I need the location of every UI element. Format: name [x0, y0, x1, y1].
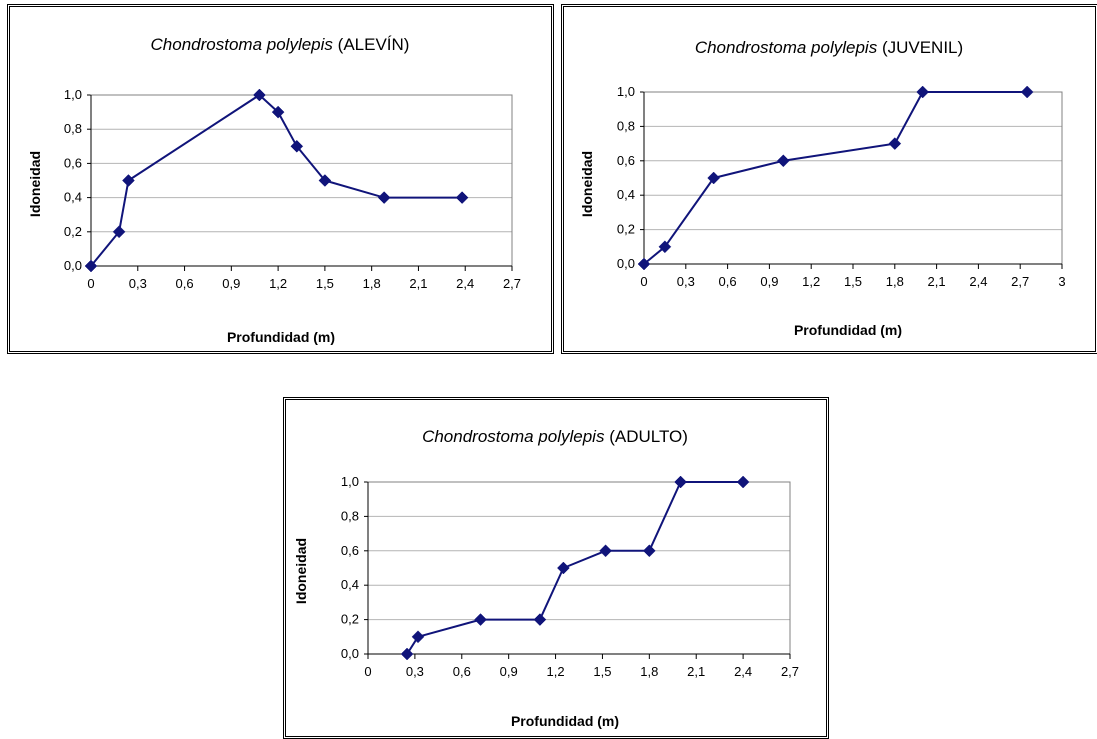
- series-line: [643, 91, 1028, 265]
- x-tick-label: 2,4: [734, 664, 752, 679]
- x-tick-label: 0,6: [453, 664, 471, 679]
- y-tick-label: 0,0: [617, 256, 635, 271]
- x-tick-label: 2,7: [1011, 274, 1029, 289]
- x-tick-label: 1,8: [363, 276, 381, 291]
- chart-alevin: Chondrostoma polylepis (ALEVÍN) Profundi…: [27, 35, 521, 345]
- data-point-marker: [455, 191, 469, 204]
- data-point-marker: [533, 613, 547, 626]
- x-tick-label: 2,7: [503, 276, 521, 291]
- y-tick-label: 0,6: [617, 153, 635, 168]
- x-tick-label: 2,1: [928, 274, 946, 289]
- x-tick-label: 0: [640, 274, 647, 289]
- data-point-marker: [112, 225, 126, 239]
- x-tick-label: 0,9: [500, 664, 518, 679]
- x-tick-label: 1,5: [844, 274, 862, 289]
- x-tick-label: 1,2: [269, 276, 287, 291]
- x-tick-label: 1,2: [802, 274, 820, 289]
- x-tick-label: 0,3: [406, 664, 424, 679]
- x-tick-label: 0: [87, 276, 94, 291]
- chart-juvenil: Chondrostoma polylepis (JUVENIL) Profund…: [579, 38, 1066, 338]
- x-tick-label: 0,9: [760, 274, 778, 289]
- y-tick-label: 1,0: [617, 84, 635, 99]
- x-tick-label: 0,6: [176, 276, 194, 291]
- data-point-marker: [253, 88, 266, 102]
- x-axis-label: Profundidad (m): [511, 713, 619, 729]
- plot-area: 0,0 0,2 0,4 0,6 0,8 1,0 0 0,3 0,6 0,9 1,2 1,5 1,8 2,1…: [341, 474, 799, 679]
- x-tick-label: 0,6: [719, 274, 737, 289]
- data-point-marker: [707, 171, 721, 185]
- y-tick-label: 0,2: [341, 612, 359, 627]
- data-point-marker: [84, 259, 98, 273]
- y-tick-label: 0,0: [341, 646, 359, 661]
- plot-frame: [90, 94, 513, 267]
- x-tick-label: 2,1: [409, 276, 427, 291]
- plot-area: 0,0 0,2 0,4 0,6 0,8 1,0 0 0,3 0,6 0,9 1,2 1,5 1,8 2,1…: [617, 84, 1066, 289]
- y-axis-label: Idoneidad: [27, 151, 43, 217]
- data-point-marker: [271, 105, 285, 119]
- chart-title: Chondrostoma polylepis (ADULTO): [422, 427, 688, 446]
- plot-frame: [643, 91, 1063, 265]
- chart-panel-alevin: Chondrostoma polylepis (ALEVÍN) Profundi…: [7, 4, 554, 354]
- data-point-marker: [318, 174, 332, 187]
- x-tick-label: 1,2: [547, 664, 565, 679]
- data-point-marker: [400, 647, 414, 661]
- data-point-marker: [776, 154, 790, 168]
- y-tick-label: 0,4: [341, 577, 359, 592]
- chart-adulto: Chondrostoma polylepis (ADULTO) Profundi…: [293, 427, 799, 729]
- data-point-marker: [599, 544, 612, 558]
- x-tick-label: 2,4: [969, 274, 987, 289]
- chart-panel-juvenil: Chondrostoma polylepis (JUVENIL) Profund…: [561, 4, 1097, 354]
- y-tick-label: 0,2: [64, 224, 82, 239]
- chart-title: Chondrostoma polylepis (ALEVÍN): [151, 35, 410, 54]
- x-tick-label: 0,3: [129, 276, 147, 291]
- y-axis-label: Idoneidad: [579, 151, 595, 217]
- y-tick-label: 1,0: [341, 474, 359, 489]
- series-line: [90, 94, 463, 267]
- x-axis-label: Profundidad (m): [227, 329, 335, 345]
- plot-area: 0,0 0,2 0,4 0,6 0,8 1,0 0 0,3 0,6 0,9 1,2 1,5 1,8 2,1…: [64, 87, 521, 291]
- y-axis-label: Idoneidad: [293, 538, 309, 604]
- data-point-marker: [411, 630, 425, 644]
- x-tick-label: 2,7: [781, 664, 799, 679]
- y-tick-label: 0,6: [341, 543, 359, 558]
- data-point-marker: [642, 544, 656, 558]
- x-tick-label: 0: [364, 664, 371, 679]
- data-point-marker: [1020, 85, 1034, 99]
- y-tick-label: 0,4: [64, 190, 82, 205]
- chart-title: Chondrostoma polylepis (JUVENIL): [695, 38, 963, 57]
- data-point-marker: [557, 561, 570, 575]
- x-axis-label: Profundidad (m): [794, 322, 902, 338]
- data-point-marker: [377, 191, 391, 204]
- x-tick-label: 1,5: [316, 276, 334, 291]
- data-point-marker: [637, 257, 651, 271]
- chart-panel-adulto: Chondrostoma polylepis (ADULTO) Profundi…: [283, 397, 829, 739]
- y-tick-label: 0,4: [617, 187, 635, 202]
- data-point-marker: [290, 139, 304, 153]
- x-tick-label: 0,3: [677, 274, 695, 289]
- data-point-marker: [122, 174, 135, 187]
- x-tick-label: 2,1: [687, 664, 705, 679]
- y-tick-label: 0,8: [64, 121, 82, 136]
- y-tick-label: 0,8: [617, 118, 635, 133]
- plot-frame: [367, 481, 791, 655]
- y-tick-label: 0,2: [617, 222, 635, 237]
- x-tick-label: 3: [1058, 274, 1065, 289]
- y-tick-label: 0,8: [341, 508, 359, 523]
- data-point-marker: [674, 475, 687, 489]
- y-tick-label: 0,6: [64, 155, 82, 170]
- y-tick-label: 0,0: [64, 258, 82, 273]
- x-tick-label: 1,8: [886, 274, 904, 289]
- x-tick-label: 1,8: [640, 664, 658, 679]
- data-point-marker: [658, 240, 672, 254]
- x-tick-label: 0,9: [222, 276, 240, 291]
- data-point-marker: [916, 85, 930, 99]
- data-point-marker: [474, 613, 487, 626]
- y-tick-label: 1,0: [64, 87, 82, 102]
- x-tick-label: 1,5: [593, 664, 611, 679]
- series-line: [406, 481, 744, 655]
- data-point-marker: [736, 475, 750, 489]
- data-point-marker: [888, 137, 902, 150]
- x-tick-label: 2,4: [456, 276, 474, 291]
